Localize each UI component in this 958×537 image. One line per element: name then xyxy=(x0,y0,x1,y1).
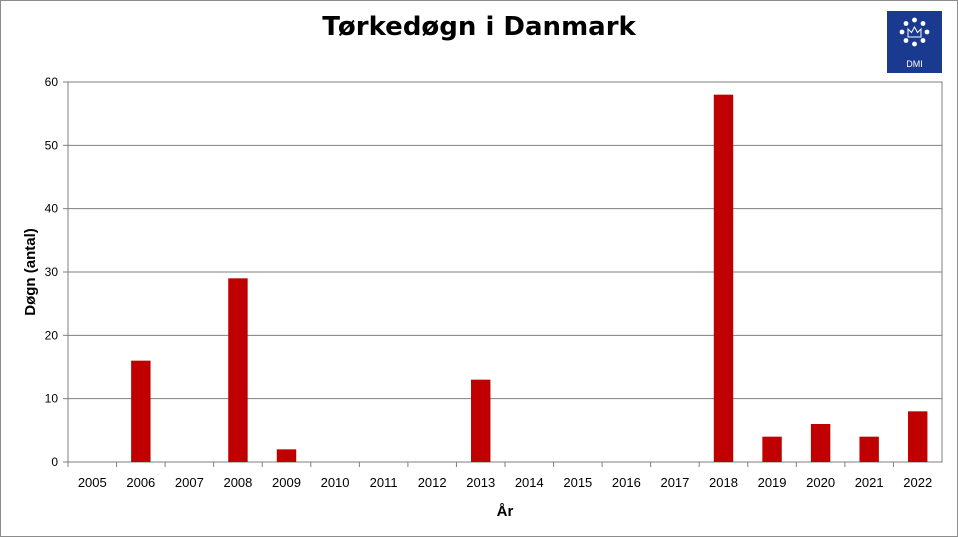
x-tick-label: 2006 xyxy=(126,475,155,490)
bar xyxy=(276,449,297,462)
bar xyxy=(471,379,491,462)
y-tick-label: 40 xyxy=(45,202,59,216)
x-tick-label: 2021 xyxy=(855,475,884,490)
x-tick-label: 2013 xyxy=(466,475,495,490)
chart-title: Tørkedøgn i Danmark xyxy=(322,12,636,42)
bar xyxy=(810,424,831,462)
x-tick-label: 2022 xyxy=(903,475,932,490)
dmi-logo-text: DMI xyxy=(906,59,923,69)
bar xyxy=(859,436,879,462)
x-tick-label: 2007 xyxy=(175,475,204,490)
x-tick-label: 2005 xyxy=(78,475,107,490)
x-tick-label: 2018 xyxy=(709,475,738,490)
x-tick-label: 2008 xyxy=(223,475,252,490)
y-tick-label: 30 xyxy=(45,265,59,279)
x-tick-label: 2019 xyxy=(758,475,787,490)
y-tick-label: 0 xyxy=(51,455,58,469)
x-tick-label: 2015 xyxy=(563,475,592,490)
dmi-logo: DMI xyxy=(887,11,942,73)
y-tick-label: 50 xyxy=(45,138,59,152)
y-tick-label: 20 xyxy=(45,328,59,342)
bar xyxy=(908,411,928,462)
x-tick-label: 2009 xyxy=(272,475,301,490)
x-tick-label: 2011 xyxy=(370,475,398,490)
dmi-crown-emblem xyxy=(899,17,930,47)
y-axis-label: Døgn (antal) xyxy=(22,228,39,316)
x-tick-label: 2017 xyxy=(660,475,689,490)
x-tick-label: 2012 xyxy=(418,475,447,490)
x-tick-label: 2016 xyxy=(612,475,641,490)
bar xyxy=(713,94,734,463)
x-tick-label: 2010 xyxy=(321,475,350,490)
y-tick-label: 10 xyxy=(45,392,59,406)
bar xyxy=(762,436,782,462)
x-axis-label: År xyxy=(497,503,514,520)
y-tick-label: 60 xyxy=(45,75,59,89)
x-tick-label: 2020 xyxy=(806,475,835,490)
bar xyxy=(131,360,151,462)
x-tick-label: 2014 xyxy=(515,475,544,490)
bar xyxy=(228,278,248,462)
